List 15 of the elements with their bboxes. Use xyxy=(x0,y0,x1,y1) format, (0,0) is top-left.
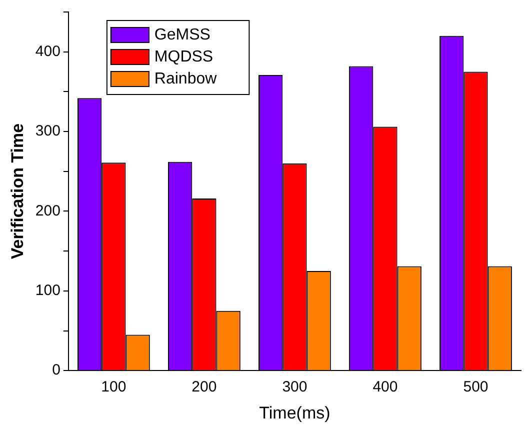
x-tick-label: 300 xyxy=(282,378,308,396)
y-tick-label: 200 xyxy=(35,202,60,220)
legend-label: Rainbow xyxy=(154,70,218,88)
x-tick-label: 500 xyxy=(463,378,488,396)
y-tick-label: 100 xyxy=(35,282,60,300)
y-tick-label: 400 xyxy=(35,42,60,60)
x-tick-label: 100 xyxy=(101,378,126,396)
x-tick-label: 400 xyxy=(372,378,398,396)
y-tick-label: 300 xyxy=(35,122,60,140)
y-axis-title: Verification Time xyxy=(8,123,27,260)
legend-label: GeMSS xyxy=(154,26,210,44)
x-axis-title: Time(ms) xyxy=(259,403,330,422)
legend-label: MQDSS xyxy=(154,48,214,66)
x-tick-label: 200 xyxy=(192,378,217,396)
y-tick-label: 0 xyxy=(52,362,60,379)
